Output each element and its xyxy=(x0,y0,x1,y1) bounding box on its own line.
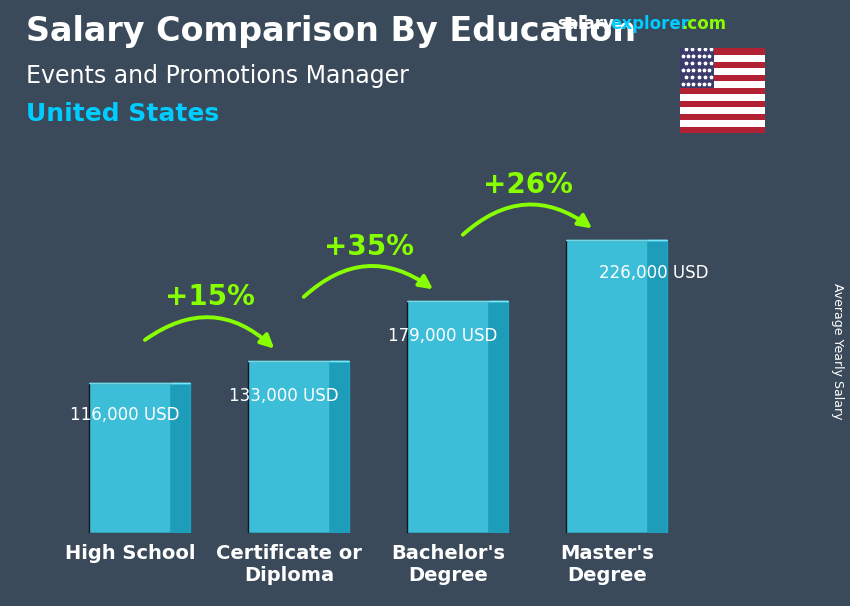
Text: Average Yearly Salary: Average Yearly Salary xyxy=(830,283,844,420)
Bar xyxy=(680,48,714,88)
Text: +15%: +15% xyxy=(165,284,254,311)
Text: +35%: +35% xyxy=(324,233,413,261)
Bar xyxy=(680,120,765,127)
FancyBboxPatch shape xyxy=(88,383,172,533)
Bar xyxy=(680,75,765,81)
Text: 179,000 USD: 179,000 USD xyxy=(388,327,497,345)
Bar xyxy=(680,114,765,120)
Bar xyxy=(680,101,765,107)
Text: explorer: explorer xyxy=(610,15,689,33)
Bar xyxy=(680,68,765,75)
Text: +26%: +26% xyxy=(483,171,573,199)
Bar xyxy=(680,48,765,55)
Text: United States: United States xyxy=(26,102,218,126)
Polygon shape xyxy=(172,383,190,533)
Text: salary: salary xyxy=(557,15,614,33)
Bar xyxy=(680,55,765,62)
Polygon shape xyxy=(331,361,349,533)
Polygon shape xyxy=(490,301,508,533)
Bar xyxy=(680,62,765,68)
FancyBboxPatch shape xyxy=(566,241,649,533)
Bar xyxy=(680,81,765,88)
Text: .com: .com xyxy=(682,15,727,33)
Bar xyxy=(680,94,765,101)
Text: 133,000 USD: 133,000 USD xyxy=(229,387,338,405)
Text: 226,000 USD: 226,000 USD xyxy=(599,264,709,282)
Bar xyxy=(680,88,765,94)
Bar xyxy=(680,107,765,114)
Text: 116,000 USD: 116,000 USD xyxy=(70,406,179,424)
FancyBboxPatch shape xyxy=(247,361,331,533)
Text: Events and Promotions Manager: Events and Promotions Manager xyxy=(26,64,408,88)
Text: Salary Comparison By Education: Salary Comparison By Education xyxy=(26,15,636,48)
Polygon shape xyxy=(649,241,667,533)
FancyBboxPatch shape xyxy=(406,301,490,533)
Bar xyxy=(680,127,765,133)
